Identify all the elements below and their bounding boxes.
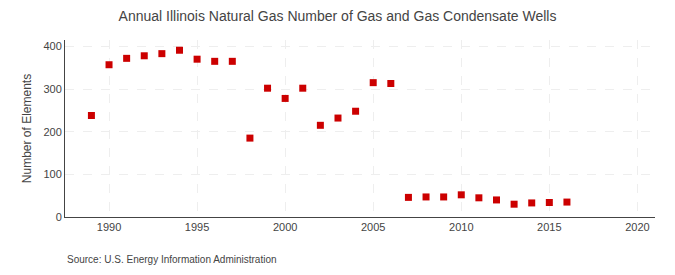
svg-text:2010: 2010 [449,221,473,233]
svg-text:0: 0 [56,211,62,223]
svg-text:1995: 1995 [185,221,209,233]
svg-text:2005: 2005 [361,221,385,233]
svg-text:200: 200 [43,126,61,138]
svg-text:2015: 2015 [537,221,561,233]
svg-text:2020: 2020 [625,221,649,233]
svg-text:300: 300 [43,83,61,95]
svg-text:400: 400 [43,40,61,52]
svg-text:Number of Elements: Number of Elements [20,74,34,183]
svg-text:Source: U.S. Energy Informatio: Source: U.S. Energy Information Administ… [67,254,277,265]
svg-text:1990: 1990 [97,221,121,233]
svg-text:Annual Illinois Natural Gas Nu: Annual Illinois Natural Gas Number of Ga… [119,8,557,24]
svg-text:2000: 2000 [273,221,297,233]
svg-text:100: 100 [43,168,61,180]
